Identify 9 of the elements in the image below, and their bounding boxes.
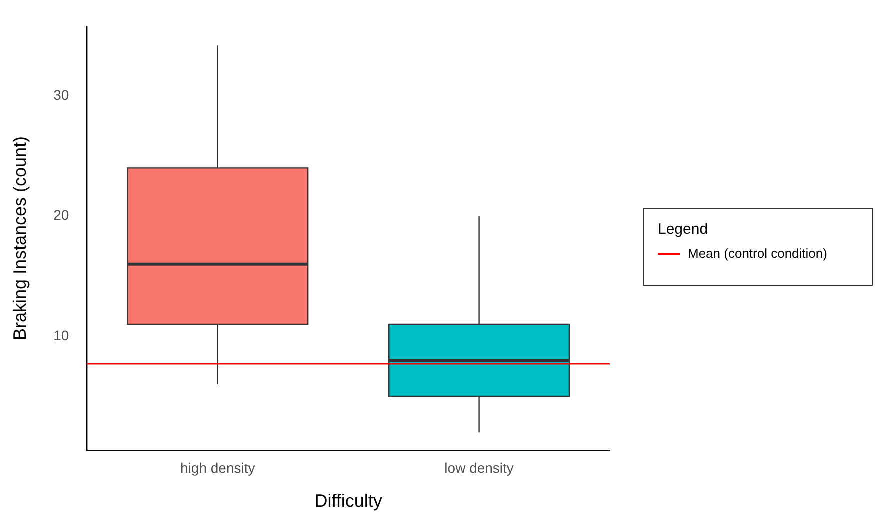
legend-title: Legend — [658, 221, 710, 238]
x-axis-title: Difficulty — [314, 491, 382, 512]
legend-label: Mean (control condition) — [688, 246, 828, 261]
y-axis-title: Braking Instances (count) — [10, 136, 30, 341]
x-tick-label: high density — [180, 460, 256, 476]
y-tick-label: 20 — [54, 207, 70, 224]
y-tick-label: 10 — [54, 327, 70, 344]
y-tick-label: 30 — [54, 86, 70, 103]
x-tick-label: low density — [444, 460, 514, 476]
